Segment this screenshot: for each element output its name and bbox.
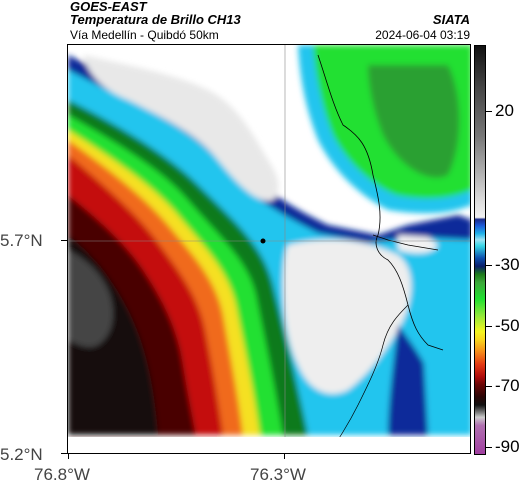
colorbar xyxy=(474,45,486,455)
lon-label: 76.3°W xyxy=(250,465,306,484)
lat-label: 5.2°N xyxy=(0,445,43,464)
colorbar-tick-20 xyxy=(486,111,492,112)
colorbar-tick-minus90 xyxy=(486,447,492,448)
map-subtitle: Vía Medellín - Quibdó 50km xyxy=(70,28,219,42)
map-raster xyxy=(68,45,470,453)
lat-label: 5.7°N xyxy=(0,231,43,250)
colorbar-label: 20 xyxy=(495,101,514,120)
colorbar-label: -90 xyxy=(495,437,520,456)
colorbar-label: -50 xyxy=(495,316,520,335)
colorbar-label: -30 xyxy=(495,255,520,274)
lon-tick-mark xyxy=(284,454,285,459)
lon-tick-mark xyxy=(68,454,69,459)
colorbar-tick-minus30 xyxy=(486,265,492,266)
organization-label: SIATA xyxy=(432,12,470,27)
lat-tick-mark xyxy=(61,240,67,241)
colorbar-tick-minus70 xyxy=(486,386,492,387)
brightness-temperature-map[interactable] xyxy=(67,44,471,454)
lon-label: 76.8°W xyxy=(34,465,90,484)
colorbar-label: -70 xyxy=(495,376,520,395)
satellite-title: GOES-EAST xyxy=(70,0,147,14)
colorbar-tick-minus50 xyxy=(486,326,492,327)
lat-tick-mark xyxy=(61,453,67,454)
product-title: Temperatura de Brillo CH13 xyxy=(70,12,241,27)
timestamp: 2024-06-04 03:19 xyxy=(375,28,470,42)
